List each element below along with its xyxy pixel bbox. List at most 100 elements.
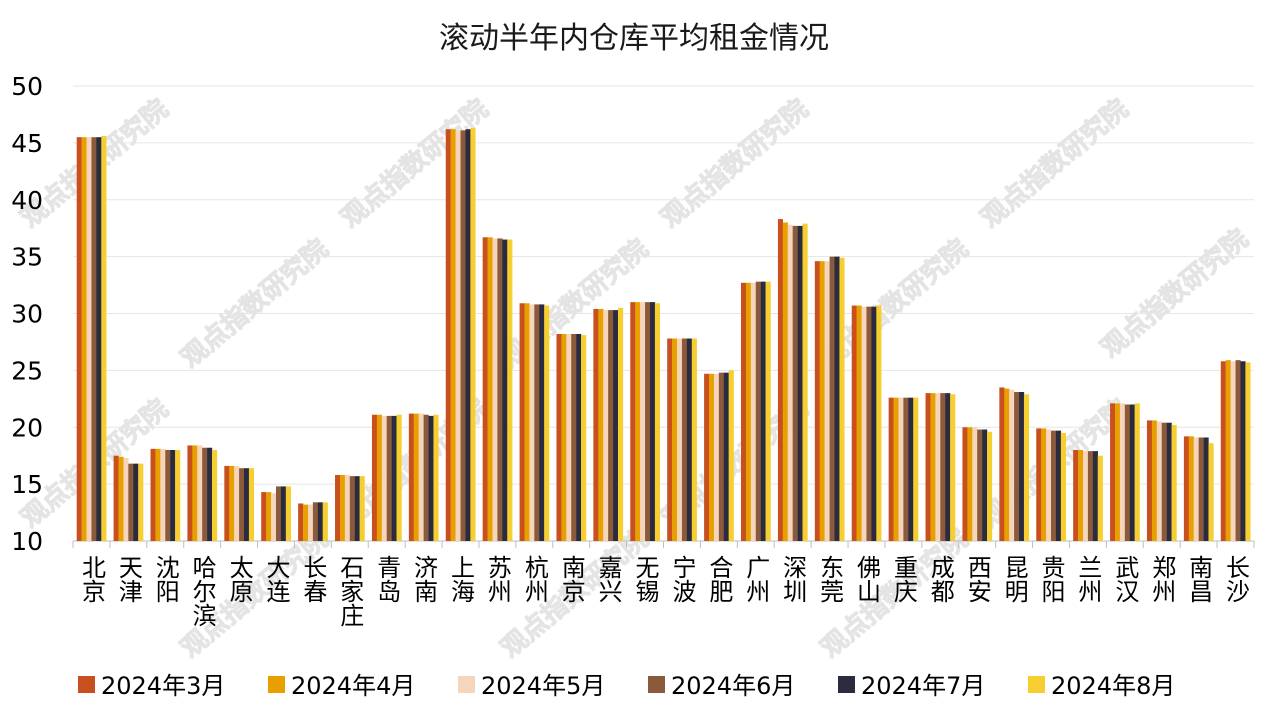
- bar: [856, 305, 862, 541]
- bar: [234, 465, 240, 541]
- bar: [709, 373, 715, 541]
- bar: [470, 128, 476, 541]
- bar: [298, 503, 304, 541]
- y-tick-label: 45: [11, 129, 43, 158]
- x-tick-label: 长沙: [1222, 555, 1250, 603]
- bar: [814, 261, 820, 541]
- x-tick-label: 太原: [225, 555, 253, 603]
- bar: [524, 303, 530, 541]
- chart-title: 滚动半年内仓库平均租金情况: [439, 21, 829, 56]
- bar: [977, 429, 983, 541]
- bar: [170, 450, 176, 541]
- bar: [571, 333, 577, 541]
- bar: [150, 448, 156, 541]
- bar: [207, 447, 213, 541]
- x-tick-label: 贵阳: [1037, 555, 1065, 603]
- bar: [745, 282, 752, 541]
- y-tick-label: 35: [11, 243, 43, 272]
- bar: [1188, 436, 1194, 541]
- bar: [96, 137, 102, 541]
- bar: [1198, 437, 1204, 541]
- bar: [681, 338, 688, 541]
- x-tick-label: 沈阳: [151, 555, 179, 603]
- bar: [893, 397, 899, 541]
- x-tick-label: 南京: [557, 555, 585, 603]
- bar: [155, 448, 161, 541]
- x-tick-label: 济南: [410, 555, 438, 603]
- bar: [603, 310, 609, 541]
- bar: [1097, 455, 1103, 541]
- bar: [903, 397, 909, 541]
- x-tick-label: 西安: [963, 555, 991, 603]
- legend: 2024年3月 2024年4月 2024年5月 2024年6月 2024年7月 2024年…: [78, 672, 1175, 700]
- legend-label: 2024年7月: [861, 672, 985, 700]
- bar: [935, 393, 941, 542]
- bar: [312, 502, 319, 541]
- y-tick-label: 25: [11, 356, 43, 385]
- bars: [76, 128, 1251, 542]
- bar: [86, 137, 92, 541]
- x-tick-label: 哈尔滨: [188, 555, 216, 627]
- bar: [898, 397, 904, 541]
- x-tick-label: 深圳: [779, 555, 807, 603]
- bar: [1019, 391, 1025, 541]
- legend-swatch: [78, 676, 95, 693]
- bar: [280, 486, 287, 541]
- bar: [861, 306, 867, 541]
- bar: [787, 224, 793, 541]
- bar: [261, 492, 267, 541]
- bar: [239, 468, 245, 541]
- bar: [686, 338, 692, 541]
- bar: [349, 476, 355, 541]
- bar: [728, 370, 734, 542]
- bar: [556, 333, 562, 541]
- bar: [645, 302, 651, 542]
- bar: [534, 304, 540, 541]
- bar: [750, 282, 756, 541]
- bar: [197, 445, 203, 541]
- legend-swatch: [458, 676, 475, 693]
- bar: [576, 333, 582, 541]
- bar: [782, 222, 788, 541]
- bar: [691, 338, 697, 541]
- bar: [617, 307, 624, 541]
- legend-swatch: [1028, 676, 1045, 693]
- legend-label: 2024年5月: [481, 672, 605, 700]
- bar: [450, 129, 456, 541]
- bar: [797, 225, 803, 541]
- bar: [1203, 437, 1209, 541]
- bar: [851, 305, 857, 541]
- bar: [381, 415, 387, 542]
- bar: [1245, 362, 1251, 541]
- bar: [630, 302, 636, 542]
- bar: [487, 237, 493, 542]
- bar: [91, 137, 97, 541]
- y-tick-label: 15: [11, 470, 43, 499]
- x-tick-label: 东莞: [816, 555, 844, 603]
- bar: [285, 486, 291, 541]
- bar: [202, 447, 208, 541]
- bar: [1166, 422, 1172, 541]
- y-tick-label: 30: [11, 300, 43, 329]
- y-tick-label: 10: [11, 527, 43, 556]
- x-tick-label: 重庆: [889, 555, 917, 603]
- bar: [354, 476, 360, 541]
- bar: [635, 302, 641, 542]
- x-tick-label: 成都: [926, 555, 954, 603]
- bar: [930, 393, 936, 542]
- bar: [244, 468, 250, 541]
- bar: [322, 502, 328, 541]
- bar: [386, 415, 392, 542]
- x-tick-label: 兰州: [1074, 555, 1102, 603]
- bar: [566, 333, 572, 541]
- bar: [133, 463, 139, 541]
- bar: [1183, 436, 1189, 541]
- bar: [888, 397, 894, 541]
- bar: [81, 137, 87, 541]
- bar: [128, 463, 134, 541]
- bar: [598, 308, 604, 541]
- bar: [1161, 422, 1167, 541]
- bar: [212, 450, 218, 541]
- bar: [1171, 424, 1177, 541]
